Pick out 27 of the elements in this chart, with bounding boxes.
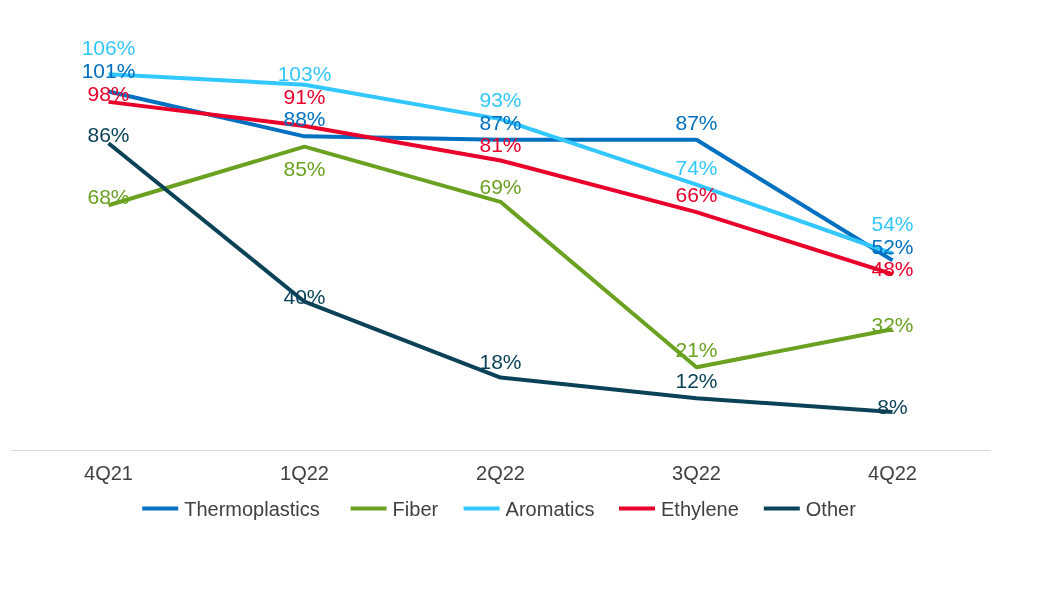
legend-label: Fiber: [392, 497, 439, 520]
data-label: 103%: [277, 62, 332, 86]
data-label: 86%: [87, 123, 130, 147]
x-tick-label: 4Q22: [868, 461, 917, 484]
legend-label: Aromatics: [505, 497, 595, 520]
data-label: 93%: [479, 88, 522, 112]
data-label: 66%: [675, 183, 718, 207]
x-tick-label: 3Q22: [672, 461, 721, 484]
data-label: 85%: [283, 156, 326, 180]
legend-label: Other: [805, 497, 857, 520]
x-tick-label: 4Q21: [84, 461, 133, 484]
data-label: 88%: [283, 107, 326, 131]
data-label: 52%: [871, 234, 914, 258]
legend-label: Ethylene: [661, 497, 739, 520]
data-label: 87%: [675, 110, 718, 134]
data-label: 74%: [675, 155, 718, 179]
data-label: 18%: [479, 350, 522, 374]
data-label: 69%: [479, 174, 522, 198]
legend-label: Thermoplastics: [184, 497, 320, 520]
data-label: 54%: [871, 212, 914, 236]
data-label: 101%: [81, 59, 136, 83]
data-label: 91%: [283, 84, 326, 108]
x-tick-label: 2Q22: [476, 461, 525, 484]
x-tick-label: 1Q22: [280, 461, 329, 484]
data-label: 106%: [81, 36, 136, 60]
data-label: 12%: [675, 369, 718, 393]
data-label: 98%: [87, 81, 130, 105]
